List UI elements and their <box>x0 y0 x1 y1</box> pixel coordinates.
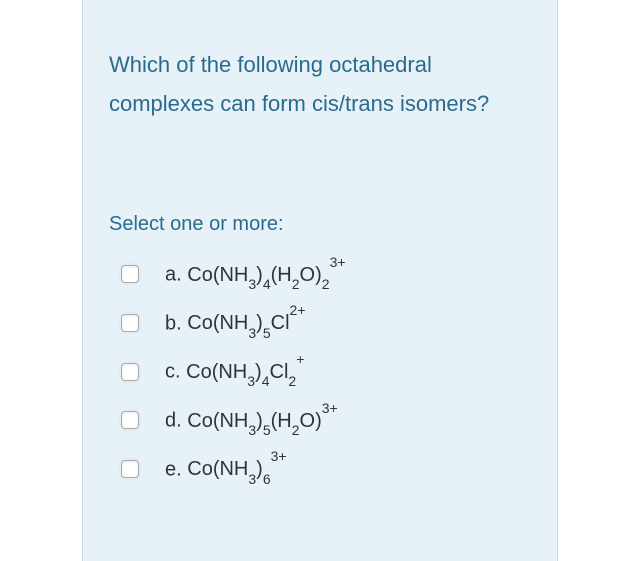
option-e-formula: Co(NH3)63+ <box>187 458 286 480</box>
checkbox-d[interactable] <box>121 411 139 429</box>
option-e-label: e. Co(NH3)63+ <box>165 455 287 484</box>
option-b-letter: b. <box>165 312 182 334</box>
option-c-label: c. Co(NH3)4Cl2+ <box>165 357 304 386</box>
option-a[interactable]: a. Co(NH3)4(H2O)23+ <box>121 250 531 299</box>
option-e-letter: e. <box>165 458 182 480</box>
option-c-formula: Co(NH3)4Cl2+ <box>186 361 304 383</box>
option-a-label: a. Co(NH3)4(H2O)23+ <box>165 260 346 289</box>
option-a-formula: Co(NH3)4(H2O)23+ <box>187 264 345 286</box>
option-d-label: d. Co(NH3)5(H2O)3+ <box>165 406 338 435</box>
option-d-formula: Co(NH3)5(H2O)3+ <box>187 410 337 432</box>
options-list: a. Co(NH3)4(H2O)23+ b. Co(NH3)5Cl2+ c. C… <box>83 236 557 493</box>
option-c[interactable]: c. Co(NH3)4Cl2+ <box>121 347 531 396</box>
option-c-letter: c. <box>165 361 181 383</box>
option-d[interactable]: d. Co(NH3)5(H2O)3+ <box>121 396 531 445</box>
checkbox-a[interactable] <box>121 265 139 283</box>
option-b[interactable]: b. Co(NH3)5Cl2+ <box>121 299 531 348</box>
checkbox-c[interactable] <box>121 363 139 381</box>
option-b-label: b. Co(NH3)5Cl2+ <box>165 309 306 338</box>
option-e[interactable]: e. Co(NH3)63+ <box>121 445 531 494</box>
option-d-letter: d. <box>165 410 182 432</box>
option-a-letter: a. <box>165 264 182 286</box>
question-card: Which of the following octahedral comple… <box>82 0 558 561</box>
checkbox-e[interactable] <box>121 460 139 478</box>
select-prompt: Select one or more: <box>83 123 557 236</box>
option-b-formula: Co(NH3)5Cl2+ <box>187 312 305 334</box>
checkbox-b[interactable] <box>121 314 139 332</box>
question-text: Which of the following octahedral comple… <box>83 0 557 123</box>
